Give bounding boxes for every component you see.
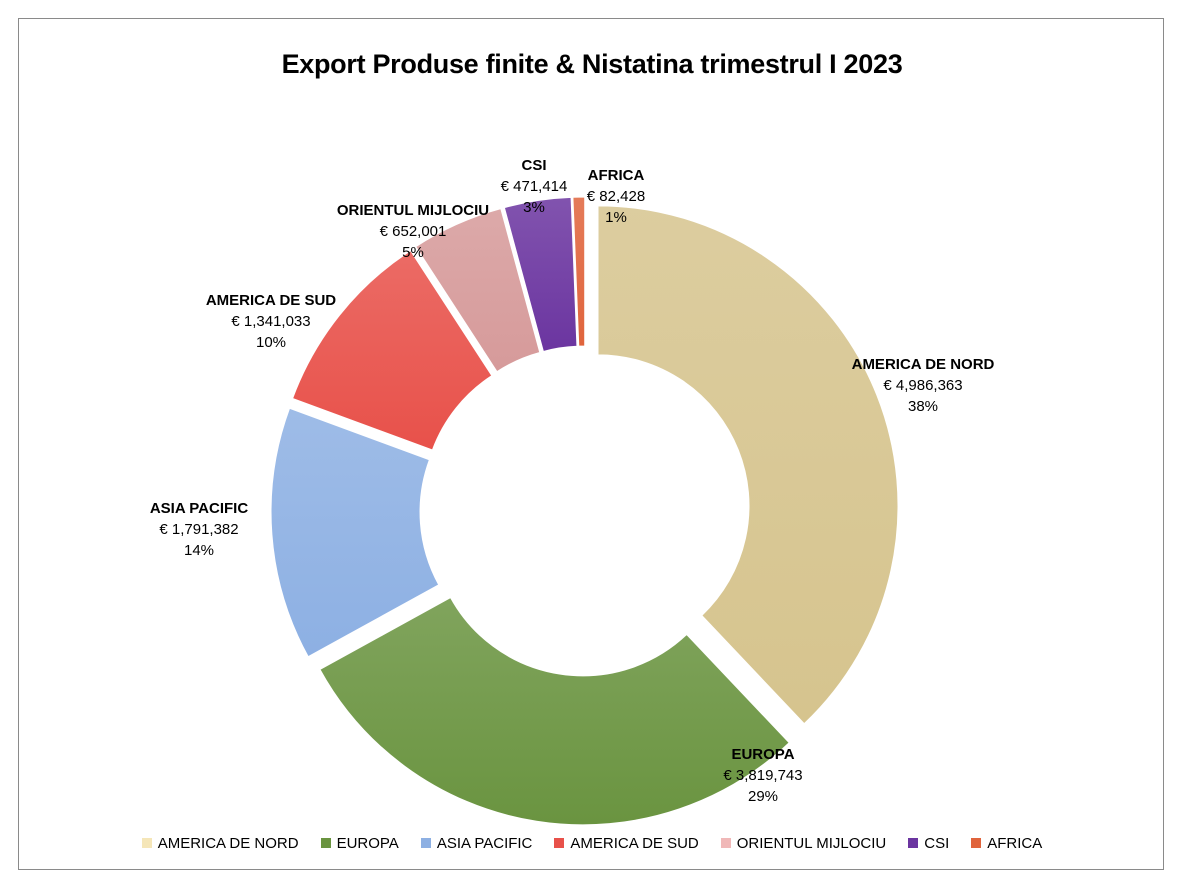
label-value: € 3,819,743 — [723, 767, 802, 784]
chart-frame: Export Produse finite & Nistatina trimes… — [18, 18, 1164, 870]
slice-csi — [503, 196, 578, 353]
data-label-asia-pacific: ASIA PACIFIC € 1,791,382 14% — [150, 500, 249, 559]
label-value: € 652,001 — [380, 223, 447, 240]
label-value: € 471,414 — [501, 178, 568, 195]
legend-label: AMERICA DE SUD — [570, 834, 699, 852]
data-label-europa: EUROPA € 3,819,743 29% — [723, 746, 802, 805]
legend-label: AMERICA DE NORD — [157, 834, 299, 852]
label-name: ORIENTUL MIJLOCIU — [337, 202, 489, 219]
label-value: € 82,428 — [587, 188, 645, 205]
legend-label: EUROPA — [336, 834, 399, 852]
legend-swatch — [908, 838, 919, 848]
legend-item-america-de-sud: AMERICA DE SUD — [554, 834, 699, 852]
label-percent: 1% — [605, 209, 627, 226]
label-name: AMERICA DE SUD — [206, 292, 336, 309]
label-name: AMERICA DE NORD — [852, 356, 995, 373]
legend-item-africa: AFRICA — [971, 835, 1042, 852]
legend-item-europa: EUROPA — [320, 834, 399, 852]
slice-america-de-nord — [597, 205, 899, 725]
legend-swatch — [720, 838, 731, 848]
legend-swatch — [971, 838, 982, 848]
label-name: EUROPA — [731, 746, 794, 763]
label-name: AFRICA — [588, 167, 645, 184]
legend-swatch — [320, 838, 331, 848]
data-label-orientul-mijlociu: ORIENTUL MIJLOCIU € 652,001 5% — [337, 202, 489, 261]
data-label-america-de-nord: AMERICA DE NORD € 4,986,363 38% — [852, 356, 995, 415]
label-value: € 1,791,382 — [159, 521, 238, 538]
legend-label: ORIENTUL MIJLOCIU — [736, 834, 887, 852]
label-value: € 4,986,363 — [883, 377, 962, 394]
legend-label: ASIA PACIFIC — [436, 834, 533, 852]
slice-africa — [572, 196, 586, 347]
legend-swatch — [554, 838, 565, 848]
legend-item-america-de-nord: AMERICA DE NORD — [141, 834, 299, 852]
chart-title: Export Produse finite & Nistatina trimes… — [281, 49, 903, 79]
label-percent: 3% — [523, 199, 545, 216]
doughnut-chart: AMERICA DE NORD € 4,986,363 38% EUROPA € 3,8… — [150, 157, 995, 826]
legend-label: CSI — [924, 834, 950, 852]
slice-orientul-mijlociu — [415, 208, 541, 373]
slice-america-de-sud — [291, 250, 493, 451]
label-percent: 29% — [748, 788, 778, 805]
data-label-csi: CSI € 471,414 3% — [501, 157, 568, 216]
slice-asia-pacific — [270, 407, 440, 658]
label-value: € 1,341,033 — [231, 313, 310, 330]
label-percent: 10% — [256, 334, 286, 351]
data-label-africa: AFRICA € 82,428 1% — [587, 167, 645, 226]
legend-item-csi: CSI — [908, 835, 949, 852]
label-percent: 5% — [402, 244, 424, 261]
legend-swatch — [141, 838, 152, 848]
legend-item-orientul-mijlociu: ORIENTUL MIJLOCIU — [720, 834, 887, 852]
label-percent: 14% — [184, 542, 214, 559]
slice-europa — [319, 596, 790, 826]
legend-swatch — [420, 838, 431, 848]
legend-label: AFRICA — [987, 834, 1043, 852]
legend-item-asia-pacific: ASIA PACIFIC — [420, 834, 533, 852]
label-name: ASIA PACIFIC — [150, 500, 249, 517]
legend: AMERICA DE NORD EUROPA ASIA PACIFIC AMERICA… — [19, 831, 1165, 855]
label-percent: 38% — [908, 398, 938, 415]
data-label-america-de-sud: AMERICA DE SUD € 1,341,033 10% — [206, 292, 336, 351]
label-name: CSI — [521, 157, 546, 174]
